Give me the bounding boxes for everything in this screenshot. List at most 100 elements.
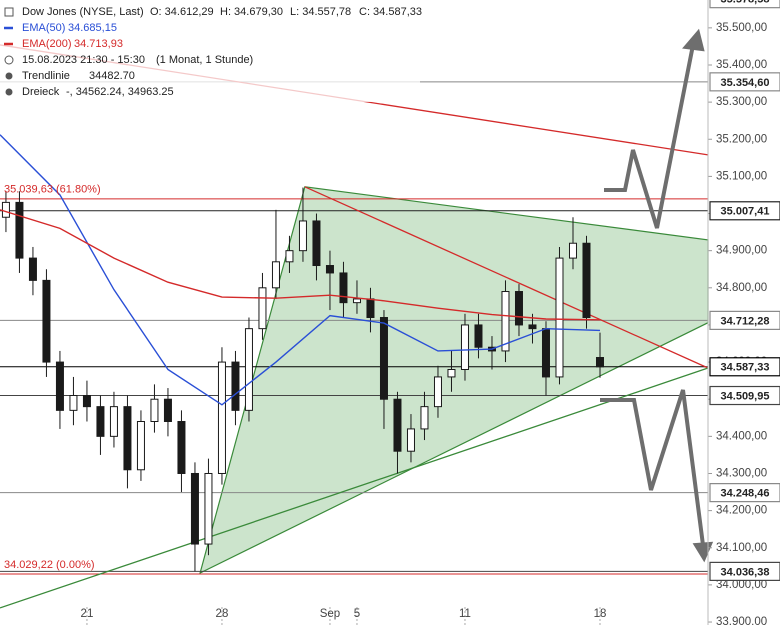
candle-body bbox=[555, 257, 564, 378]
candle-body bbox=[474, 324, 483, 348]
candle-body bbox=[582, 242, 591, 319]
candle-body bbox=[123, 406, 132, 471]
x-tick-label: Sep bbox=[320, 608, 340, 620]
candle-body bbox=[55, 361, 64, 411]
legend-icon bbox=[5, 88, 13, 96]
x-tick-label: 18 bbox=[594, 608, 607, 620]
fib-label: 34.029,22 (0.00%) bbox=[4, 559, 95, 571]
y-tick-label: 34.200,00 bbox=[716, 505, 767, 517]
candle-body bbox=[82, 394, 91, 408]
candle-body bbox=[28, 257, 37, 281]
ema-line bbox=[0, 209, 601, 321]
ema-line bbox=[0, 134, 601, 406]
y-tick-label: 35.100,00 bbox=[716, 170, 767, 182]
candle-body bbox=[177, 420, 186, 474]
legend-text: 34.685,15 bbox=[68, 22, 117, 34]
candle-body bbox=[136, 420, 145, 471]
trend-line bbox=[0, 367, 709, 609]
candle-body bbox=[42, 279, 51, 363]
legend-text: H: 34.679,30 bbox=[220, 6, 283, 18]
level-label: 34.712,28 bbox=[721, 315, 770, 327]
y-tick-label: 35.500,00 bbox=[716, 22, 767, 34]
candle-body bbox=[595, 357, 604, 368]
candle-body bbox=[244, 328, 253, 411]
plot-layer bbox=[0, 44, 709, 609]
x-tick-label: 28 bbox=[216, 608, 229, 620]
y-tick-label: 34.100,00 bbox=[716, 542, 767, 554]
legend-text: EMA(50) bbox=[22, 22, 65, 34]
level-label: 34.587,33 bbox=[721, 362, 770, 374]
candle-body bbox=[231, 361, 240, 411]
candle-body bbox=[379, 317, 388, 400]
level-label: 34.248,46 bbox=[721, 488, 770, 500]
y-tick-label: 34.900,00 bbox=[716, 245, 767, 257]
candle-body bbox=[190, 472, 199, 545]
candle-body bbox=[15, 201, 24, 259]
legend-icon bbox=[4, 55, 14, 65]
level-box bbox=[709, 0, 780, 9]
legend-text: 34.713,93 bbox=[74, 38, 123, 50]
candle-body bbox=[447, 369, 456, 378]
arrow-up bbox=[604, 44, 695, 229]
arrow-head bbox=[682, 28, 705, 52]
candle-body bbox=[258, 287, 267, 330]
candle-body bbox=[109, 406, 118, 437]
legend-text: 15.08.2023 21:30 - 15:30 bbox=[22, 54, 145, 66]
level-label: 34.509,95 bbox=[721, 390, 770, 402]
candle-body bbox=[204, 472, 213, 545]
y-tick-label: 35.400,00 bbox=[716, 59, 767, 71]
level-box bbox=[709, 561, 780, 581]
candle-body bbox=[433, 376, 442, 408]
x-tick-label: 11 bbox=[459, 608, 471, 620]
legend-text: Trendlinie bbox=[22, 70, 70, 82]
candle-body bbox=[339, 272, 348, 304]
level-box bbox=[709, 357, 780, 377]
candle-body bbox=[406, 428, 415, 452]
legend: Dow Jones (NYSE, Last) O: 34.612,29 H: 34.… bbox=[0, 0, 422, 102]
y-tick-label: 33.900,00 bbox=[716, 616, 767, 625]
candle-body bbox=[514, 291, 523, 326]
level-label: 34.036,38 bbox=[721, 566, 770, 578]
y-tick-label: 34.800,00 bbox=[716, 282, 767, 294]
candle-body bbox=[69, 394, 78, 411]
candle-body bbox=[1, 201, 10, 218]
candle-body bbox=[298, 220, 307, 252]
level-box bbox=[709, 72, 780, 92]
level-label: 35.007,41 bbox=[721, 206, 770, 218]
arrow-down bbox=[600, 389, 705, 546]
legend-text: -, 34562.24, 34963.25 bbox=[66, 86, 174, 98]
candle-body bbox=[312, 220, 321, 267]
candle-body bbox=[568, 242, 577, 259]
legend-icon bbox=[4, 7, 14, 17]
legend-text: L: 34.557,78 bbox=[290, 6, 351, 18]
forecast-arrows bbox=[600, 28, 714, 563]
candle-body bbox=[150, 398, 159, 422]
legend-text: O: 34.612,29 bbox=[150, 6, 214, 18]
y-tick-label: 34.000,00 bbox=[716, 579, 767, 591]
level-label: 35.578,58 bbox=[721, 0, 770, 6]
arrow-head bbox=[692, 541, 714, 563]
candle-body bbox=[352, 298, 361, 304]
y-tick-label: 34.400,00 bbox=[716, 430, 767, 442]
candle-body bbox=[501, 291, 510, 352]
candle-body bbox=[541, 328, 550, 378]
legend-text: Dow Jones (NYSE, Last) bbox=[22, 6, 144, 18]
x-tick-label: 5 bbox=[354, 608, 360, 620]
level-box bbox=[709, 385, 780, 406]
candle-body bbox=[325, 265, 334, 274]
candle-body bbox=[528, 324, 537, 330]
candle-body bbox=[393, 398, 402, 452]
fib-label: 35.039,63 (61.80%) bbox=[4, 184, 101, 196]
legend-text: 34482.70 bbox=[89, 70, 135, 82]
level-box bbox=[709, 310, 780, 330]
candle-body bbox=[420, 406, 429, 430]
level-box bbox=[709, 201, 780, 221]
legend-bg bbox=[0, 0, 420, 102]
legend-text: C: 34.587,33 bbox=[359, 6, 422, 18]
y-tick-label: 34.300,00 bbox=[716, 468, 767, 480]
legend-text: Dreieck bbox=[22, 86, 60, 98]
candle-body bbox=[460, 324, 469, 371]
legend-icon bbox=[5, 72, 13, 80]
y-tick-label: 35.200,00 bbox=[716, 133, 767, 145]
